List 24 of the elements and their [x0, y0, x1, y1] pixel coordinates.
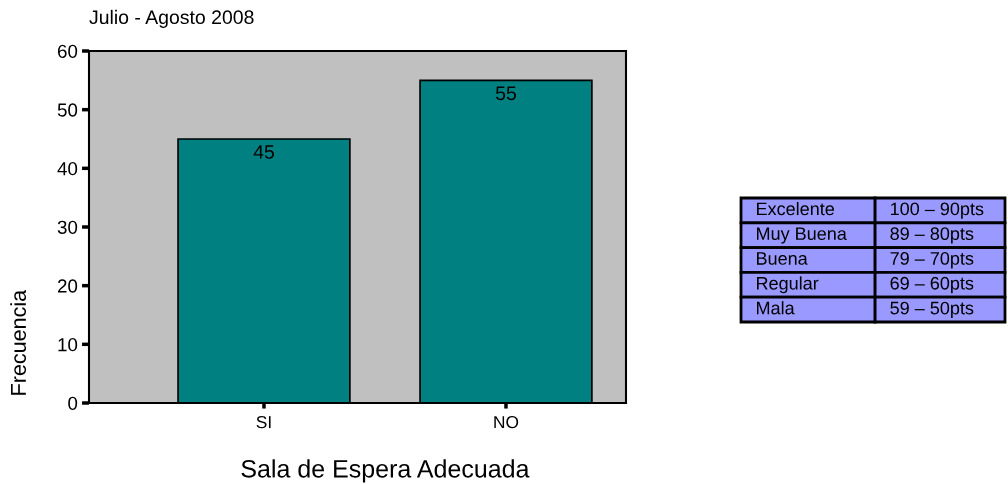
text: 100 – 90pts [891, 202, 984, 219]
y-tick-label: 50 [57, 103, 78, 117]
data-label: 55 [495, 86, 516, 101]
y-tick-label: 40 [57, 162, 78, 176]
text: Regular [757, 276, 819, 294]
y-tick-label: 60 [57, 44, 78, 58]
text: 69 – 60pts [890, 276, 974, 294]
x-axis-title: Sala de Espera Adecuada [241, 459, 530, 483]
y-tick-label: 30 [57, 220, 78, 234]
y-tick-label: 0 [68, 396, 78, 410]
y-tick-label: 10 [58, 338, 78, 352]
y-axis-title: Frecuencia [10, 289, 27, 395]
text: Buena [757, 252, 808, 265]
text: Excelente [757, 201, 835, 216]
text: 79 – 70pts [890, 252, 974, 269]
x-tick-label: NO [494, 415, 519, 429]
chart-title: Julio - Agosto 2008 [89, 9, 254, 28]
data-label: 45 [253, 145, 274, 159]
text: 59 – 50pts [890, 301, 974, 319]
text: Muy Buena [757, 227, 847, 244]
x-tick-label: SI [256, 415, 271, 429]
text: 89 – 80pts [890, 227, 974, 244]
text: Mala [757, 301, 795, 315]
y-tick-label: 20 [57, 279, 78, 293]
